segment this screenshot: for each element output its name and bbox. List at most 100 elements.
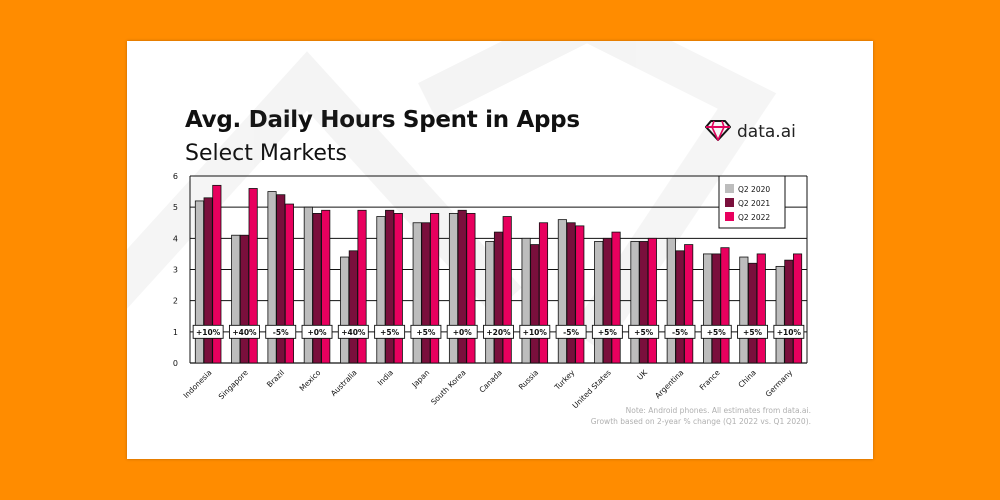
legend-label: Q2 2022 <box>738 213 770 222</box>
bar <box>647 237 657 364</box>
bar <box>348 250 358 364</box>
growth-label: +0% <box>308 328 328 337</box>
bar <box>231 234 241 364</box>
x-tick-label: Australia <box>329 368 359 398</box>
bar <box>430 212 440 364</box>
bar <box>557 219 567 364</box>
growth-label: +5% <box>707 328 727 337</box>
logo-text: data.ai <box>737 122 796 142</box>
data-ai-logo: data.ai <box>705 119 796 145</box>
bar <box>376 216 386 364</box>
growth-label-box <box>591 324 623 339</box>
bar <box>485 241 495 364</box>
bar <box>276 194 286 364</box>
watermark-shape <box>127 51 522 315</box>
growth-label-box <box>664 324 696 339</box>
bar <box>611 231 621 364</box>
bar <box>357 209 367 364</box>
growth-label-box <box>410 324 442 339</box>
bar <box>566 222 576 364</box>
x-tick-label: India <box>376 368 395 387</box>
bar <box>538 222 549 364</box>
bar <box>675 250 685 364</box>
growth-label-box <box>337 324 369 339</box>
growth-label: -5% <box>563 328 579 337</box>
bar <box>748 262 758 364</box>
growth-label-box <box>301 324 333 339</box>
growth-label-box <box>700 324 732 339</box>
growth-label: +5% <box>634 328 654 337</box>
bar <box>739 256 749 364</box>
bar <box>502 216 512 364</box>
y-tick-label: 5 <box>173 203 178 212</box>
bar <box>711 253 721 364</box>
growth-label-box <box>265 324 297 339</box>
x-tick-label: Indonesia <box>182 368 214 400</box>
footnote-line-1: Note: Android phones. All estimates from… <box>625 406 811 415</box>
x-tick-label: UK <box>635 367 649 381</box>
x-tick-label: United States <box>571 368 613 410</box>
bar <box>793 253 803 364</box>
growth-label: +5% <box>416 328 436 337</box>
bar <box>594 241 604 364</box>
footnote-line-2: Growth based on 2-year % change (Q1 2022… <box>590 417 811 426</box>
bar <box>203 197 213 364</box>
legend-label: Q2 2021 <box>738 199 770 208</box>
y-tick-label: 4 <box>173 234 178 243</box>
bar <box>684 244 694 364</box>
bar <box>248 188 258 364</box>
growth-label-box <box>773 324 805 339</box>
growth-label: -5% <box>273 328 289 337</box>
growth-label-box <box>519 324 551 339</box>
legend-swatch <box>725 184 734 193</box>
bar <box>393 212 403 364</box>
growth-label-box <box>446 324 478 339</box>
bar <box>493 231 504 364</box>
bar <box>666 237 676 364</box>
y-tick-label: 2 <box>173 297 178 306</box>
x-tick-label: Mexico <box>298 368 323 393</box>
bar <box>775 265 785 364</box>
y-tick-label: 3 <box>173 266 178 275</box>
bar <box>703 253 713 364</box>
growth-label: +5% <box>598 328 618 337</box>
bar <box>448 212 459 364</box>
bar <box>575 225 585 364</box>
growth-label: +20% <box>486 328 511 337</box>
x-tick-label: Japan <box>409 368 431 390</box>
x-tick-label: Argentina <box>653 368 685 400</box>
growth-label-box <box>192 324 224 339</box>
x-tick-label: France <box>698 368 722 392</box>
growth-label: -5% <box>672 328 688 337</box>
growth-label: +10% <box>523 328 548 337</box>
y-tick-label: 0 <box>173 359 178 368</box>
legend-label: Q2 2020 <box>738 185 770 194</box>
growth-label: +5% <box>380 328 400 337</box>
x-tick-label: Brazil <box>265 368 286 389</box>
bar <box>340 256 350 364</box>
y-tick-label: 6 <box>173 172 178 181</box>
bar <box>630 241 640 364</box>
bar <box>720 247 730 364</box>
chart-subtitle: Select Markets <box>185 141 347 166</box>
x-tick-label: Canada <box>477 368 504 395</box>
bar <box>312 212 322 364</box>
y-tick-label: 1 <box>173 328 178 337</box>
bar <box>466 212 476 364</box>
x-tick-label: Germany <box>764 368 795 399</box>
bar <box>212 184 222 364</box>
growth-label-box <box>737 324 769 339</box>
bar <box>239 234 249 364</box>
bar <box>457 209 467 364</box>
legend-swatch <box>725 212 734 221</box>
bar <box>756 253 766 364</box>
diamond-icon <box>705 119 731 145</box>
chart-card: Avg. Daily Hours Spent in Apps Select Ma… <box>127 41 873 459</box>
watermark <box>127 41 777 353</box>
growth-label: +40% <box>232 328 257 337</box>
growth-label-box <box>228 324 260 339</box>
footnote: Note: Android phones. All estimates from… <box>591 405 811 427</box>
bar <box>421 222 431 364</box>
growth-label: +40% <box>341 328 366 337</box>
bar <box>530 244 540 364</box>
